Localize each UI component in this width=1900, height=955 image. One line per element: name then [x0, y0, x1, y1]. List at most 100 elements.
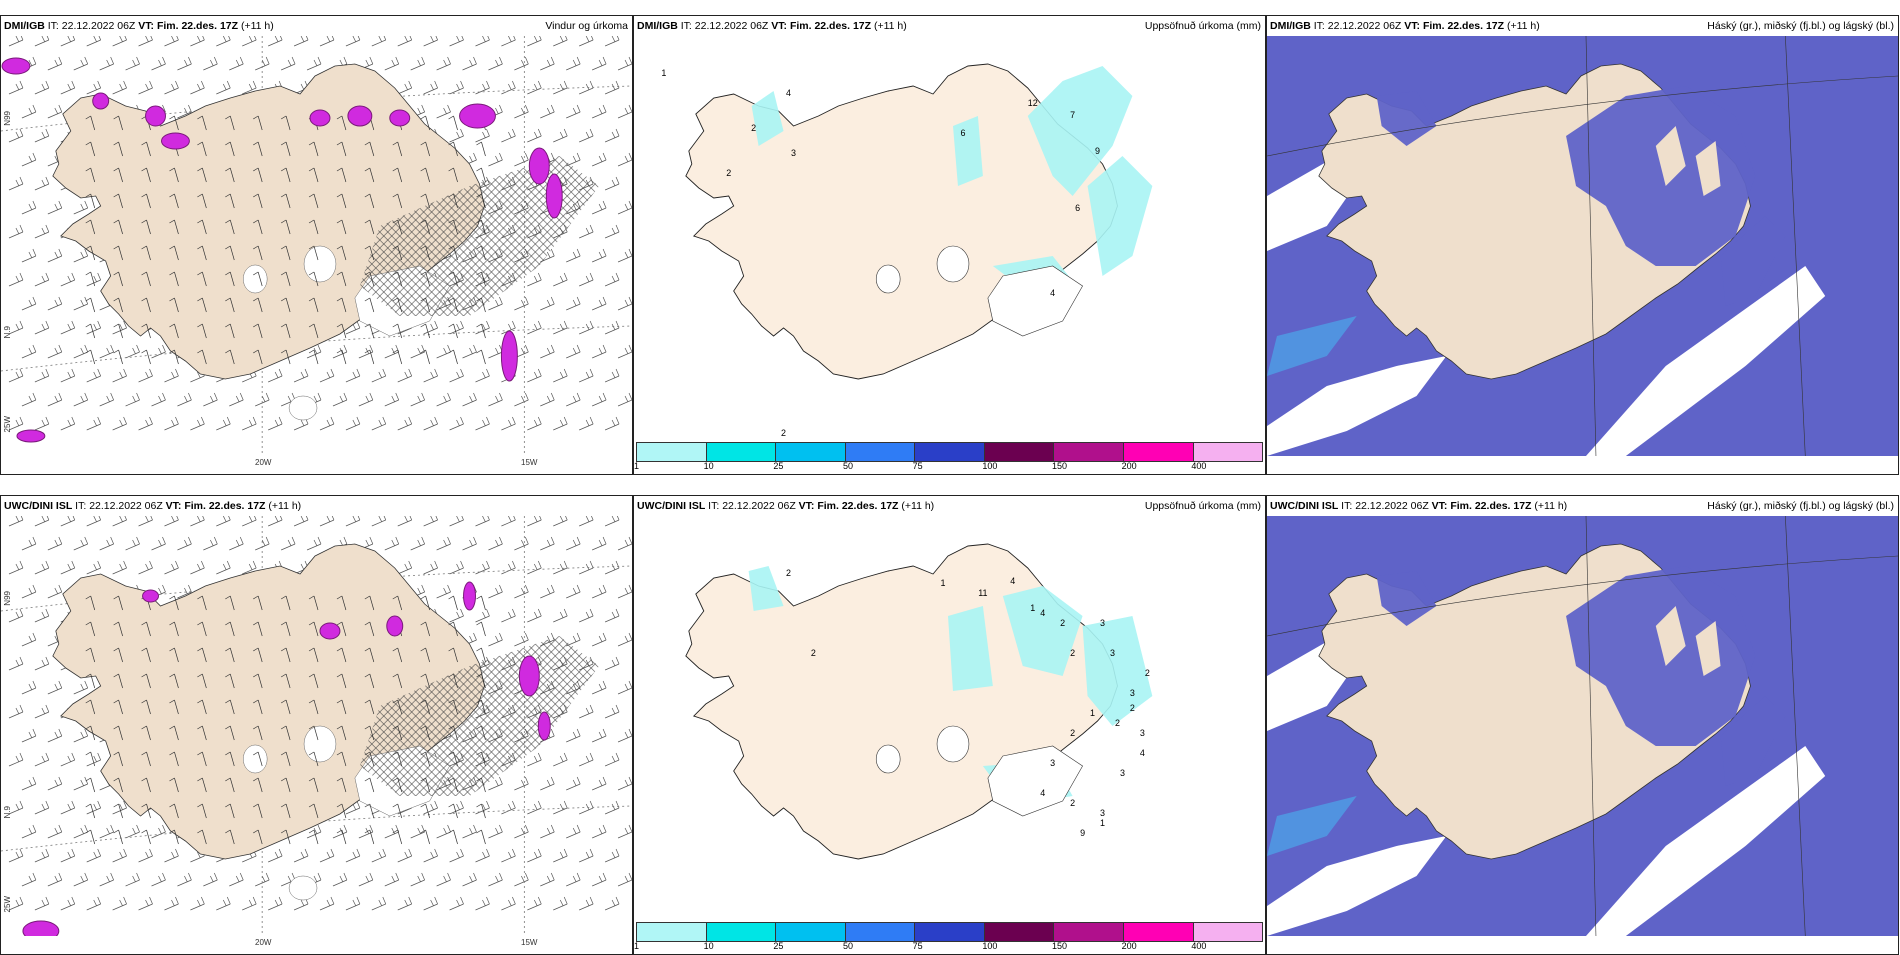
panel-cloud-uwc: UWC/DINI ISL IT: 22.12.2022 06Z VT: Fim.… [1266, 495, 1899, 955]
colorbar-tick: 1 [634, 461, 640, 471]
panel-title: Háský (gr.), miðský (fj.bl.) og lágský (… [1707, 20, 1894, 32]
colorbar-tick: 25 [773, 941, 784, 951]
panel-cloud-dmi: DMI/IGB IT: 22.12.2022 06Z VT: Fim. 22.d… [1266, 15, 1899, 475]
precip-label: 2 [811, 648, 816, 658]
map-area [1267, 516, 1898, 936]
lon-label-15w: 15W [521, 938, 538, 947]
colorbar-swatch [845, 443, 916, 461]
lat-label-mid: N.9 [3, 326, 12, 339]
it-label: IT: [1313, 20, 1325, 32]
source-label: DMI/IGB [637, 20, 678, 32]
precip-label: 12 [1028, 98, 1038, 108]
panel-title: Vindur og úrkoma [545, 20, 628, 32]
colorbar-tick: 50 [843, 461, 854, 471]
colorbar-swatch [1193, 443, 1263, 461]
panel-header: DMI/IGB IT: 22.12.2022 06Z VT: Fim. 22.d… [1267, 16, 1898, 36]
colorbar-tick: 400 [1191, 941, 1207, 951]
precip-label: 3 [791, 148, 796, 158]
panel-header: DMI/IGB IT: 22.12.2022 06Z VT: Fim. 22.d… [634, 16, 1265, 36]
colorbar-tick: 1 [634, 941, 640, 951]
colorbar-swatch [1054, 443, 1124, 461]
colorbar-swatch [776, 923, 846, 941]
colorbar-swatch [1123, 443, 1194, 461]
precip-label: 4 [1050, 288, 1055, 298]
panel-header: UWC/DINI ISL IT: 22.12.2022 06Z VT: Fim.… [634, 496, 1265, 516]
it-time: 22.12.2022 06Z [722, 500, 796, 512]
it-time: 22.12.2022 06Z [61, 20, 136, 32]
precip-label: 9 [1095, 146, 1100, 156]
it-time: 22.12.2022 06Z [89, 500, 163, 512]
cloud-over-land [1376, 86, 1786, 306]
panel-header: DMI/IGB IT: 22.12.2022 06Z VT: Fim. 22.d… [1, 16, 632, 36]
precip-label: 2 [1115, 718, 1120, 728]
colorbar-swatch [706, 923, 777, 941]
colorbar-tick: 75 [912, 461, 923, 471]
map-area [1, 36, 632, 456]
precip-label: 2 [786, 568, 791, 578]
lon-label-20w: 20W [255, 458, 272, 467]
precip-label: 9 [1080, 828, 1085, 838]
precip-label: 1 [941, 578, 946, 588]
colorbar-tick: 400 [1191, 461, 1207, 471]
vt-label: VT: [798, 500, 815, 512]
colorbar-swatch [706, 443, 777, 461]
iceland-land [685, 543, 1118, 860]
colorbar-swatch [1193, 923, 1263, 941]
precip-label: 2 [1130, 703, 1135, 713]
panel-wind-uwc: UWC/DINI ISL IT: 22.12.2022 06Z VT: Fim.… [0, 495, 633, 955]
colorbar-swatch [915, 443, 985, 461]
colorbar-swatch [845, 923, 916, 941]
vt-time: Fim. 22.des. 17Z [789, 20, 872, 32]
precip-label: 6 [1075, 203, 1080, 213]
lon-label-20w: 20W [255, 938, 272, 947]
precip-label: 4 [786, 88, 791, 98]
vt-label: VT: [1431, 500, 1448, 512]
precip-label: 1 [661, 68, 666, 78]
precip-label: 2 [1070, 798, 1075, 808]
cloud-over-land [1376, 566, 1786, 786]
colorbar-tick: 10 [703, 461, 714, 471]
it-label: IT: [708, 500, 720, 512]
lead-time: (+11 h) [268, 500, 302, 512]
precip-label: 3 [1110, 648, 1115, 658]
precip-label: 2 [1070, 728, 1075, 738]
vt-time: Fim. 22.des. 17Z [817, 500, 899, 512]
lead-time: (+11 h) [1534, 500, 1568, 512]
vt-label: VT: [771, 20, 788, 32]
precip-label: 1 [1030, 603, 1035, 613]
panel-title: Háský (gr.), miðský (fj.bl.) og lágský (… [1707, 500, 1894, 512]
it-time: 22.12.2022 06Z [1355, 500, 1429, 512]
precip-label: 4 [1040, 788, 1045, 798]
precip-cells [22, 581, 551, 936]
precip-label: 3 [1140, 728, 1145, 738]
precip-label: 2 [726, 168, 731, 178]
lat-label-top: N99 [3, 591, 12, 606]
colorbar-tick: 50 [843, 941, 854, 951]
precip-label: 3 [1050, 758, 1055, 768]
colorbar-swatch [915, 923, 985, 941]
lat-label-mid: N.9 [3, 806, 12, 819]
colorbar-tick: 25 [773, 461, 784, 471]
lat-label-bottom: 25W [3, 896, 12, 913]
source-label: UWC/DINI ISL [637, 500, 706, 512]
vt-time: Fim. 22.des. 17Z [156, 20, 239, 32]
precip-label: 4 [1140, 748, 1145, 758]
source-label: DMI/IGB [4, 20, 45, 32]
colorbar: 1 10 25 50 75 100 150 200 400 [634, 922, 1265, 954]
precip-label: 3 [1130, 688, 1135, 698]
it-label: IT: [47, 20, 59, 32]
colorbar-swatch [1123, 923, 1194, 941]
colorbar-tick: 100 [982, 461, 998, 471]
map-area [1267, 36, 1898, 456]
it-time: 22.12.2022 06Z [1327, 20, 1402, 32]
lead-time: (+11 h) [240, 20, 274, 32]
it-label: IT: [1341, 500, 1353, 512]
panel-title: Uppsöfnuð úrkoma (mm) [1144, 20, 1261, 32]
lat-label-top: N99 [3, 111, 12, 126]
precip-label: 1 [1090, 708, 1095, 718]
colorbar: 1 10 25 50 75 100 150 200 400 [634, 442, 1265, 474]
source-label: UWC/DINI ISL [4, 500, 73, 512]
vt-label: VT: [165, 500, 182, 512]
colorbar-tick: 150 [1052, 461, 1068, 471]
source-label: DMI/IGB [1270, 20, 1311, 32]
